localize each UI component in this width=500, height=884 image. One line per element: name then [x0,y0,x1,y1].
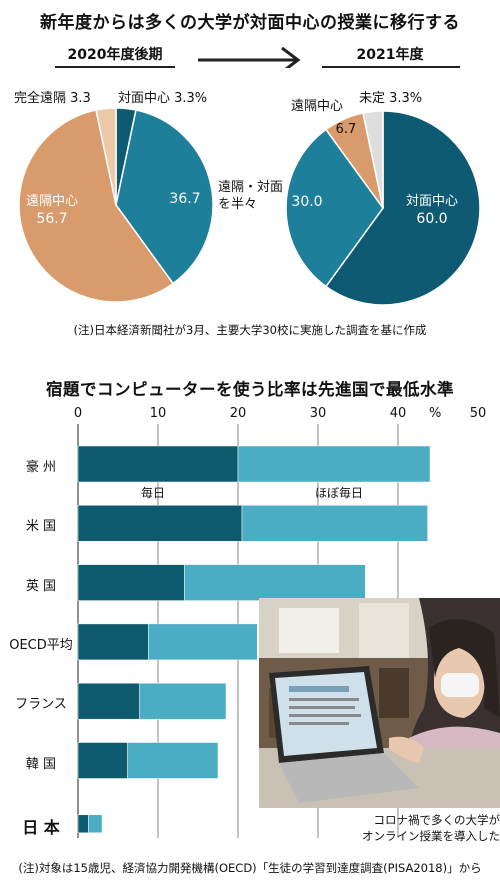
legend-almost-daily: ほぼ毎日 [315,486,364,500]
category-label-6: 日 本 [22,817,60,837]
x-tick-30: 30 [309,406,327,421]
bar-5-almost-daily [127,742,219,779]
pie1-slice-hanhan [115,109,214,285]
pie1-label-taimen: 対面中心 3.3% [118,91,208,106]
bar-6-daily [77,814,89,834]
category-label-4: フランス [15,697,67,713]
x-axis-unit: % [429,406,442,421]
pie1-slice-kanzen-enkaku [95,107,117,206]
pie2-slice-mitei [362,110,384,209]
pie1-label-hanhan-line2: を半々 [218,197,258,212]
x-tick-0: 0 [73,406,83,421]
bar-3-almost-daily [148,623,258,661]
pie1-value-enkaku: 56.7 [36,211,68,227]
bar-0-daily [77,445,239,483]
pie-2021 [285,110,481,306]
bottom-chart-note: (注)対象は15歳児、経済協力開発機構(OECD)「生徒の学習到達度調査(PIS… [18,861,482,875]
category-label-0: 豪 州 [25,460,57,475]
x-tick-40: 40 [389,406,407,421]
bottom-chart-title: 宿題でコンピューターを使う比率は先進国で最低水準 [46,380,454,399]
pie2-value-taimen: 60.0 [416,211,448,227]
pie1-value-hanhan: 36.7 [169,191,201,207]
pie1-label-kanzen-enkaku: 完全遠隔 3.3 [14,91,91,106]
bar-chart-bars [77,445,431,834]
photo-caption: コロナ禍で多くの大学が オンライン授業を導入した [330,812,500,844]
bar-4-almost-daily [139,682,227,720]
category-label-5: 韓 国 [25,756,57,772]
pie2-label-taimen: 対面中心 [405,194,458,209]
pie2-label-enkaku: 遠隔中心 [291,99,344,114]
bar-2-daily [77,564,185,601]
photo-caption-line1: コロナ禍で多くの大学が [373,813,500,827]
bar-4-daily [77,682,140,720]
pie-2020 [18,107,214,303]
photo-caption-line2: オンライン授業を導入した [362,829,500,843]
bar-6-almost-daily [88,814,103,834]
period-2021-underline [322,66,460,68]
pie-charts [18,107,481,306]
arrow-right-icon [198,46,301,68]
period-2020-label: 2020年度後期 [67,47,163,63]
photo-student-online-class [259,598,500,808]
period-2021-label: 2021年度 [356,47,424,63]
top-chart-title: 新年度からは多くの大学が対面中心の授業に移行する [40,13,460,33]
top-chart-note: (注)日本経済新聞社が3月、主要大学30校に実施した調査を基に作成 [73,323,427,337]
bar-2-almost-daily [184,564,366,601]
pie2-slice-taimen [324,110,481,306]
bar-5-daily [77,742,128,779]
legend-daily: 毎日 [141,486,166,500]
category-label-3: OECD平均 [9,637,73,653]
pie2-value-hanhan: 30.0 [291,194,323,210]
period-2020-underline [55,66,175,68]
bar-0-almost-daily [237,445,431,483]
x-tick-50: 50 [469,406,487,421]
pie2-value-enkaku: 6.7 [335,122,357,137]
pie1-label-enkaku: 遠隔中心 [25,194,78,209]
bar-1-almost-daily [241,505,428,542]
pie2-slice-hanhan [285,128,384,288]
pie1-slice-enkaku [18,109,175,303]
bar-3-daily [77,623,149,661]
bar-1-daily [77,505,243,542]
x-tick-10: 10 [149,406,167,421]
pie2-label-mitei: 未定 3.3% [359,91,423,106]
category-label-1: 米 国 [25,519,57,535]
pie1-label-hanhan-line1: 遠隔・対面 [218,180,284,195]
category-label-2: 英 国 [25,578,57,594]
x-tick-20: 20 [229,406,247,421]
